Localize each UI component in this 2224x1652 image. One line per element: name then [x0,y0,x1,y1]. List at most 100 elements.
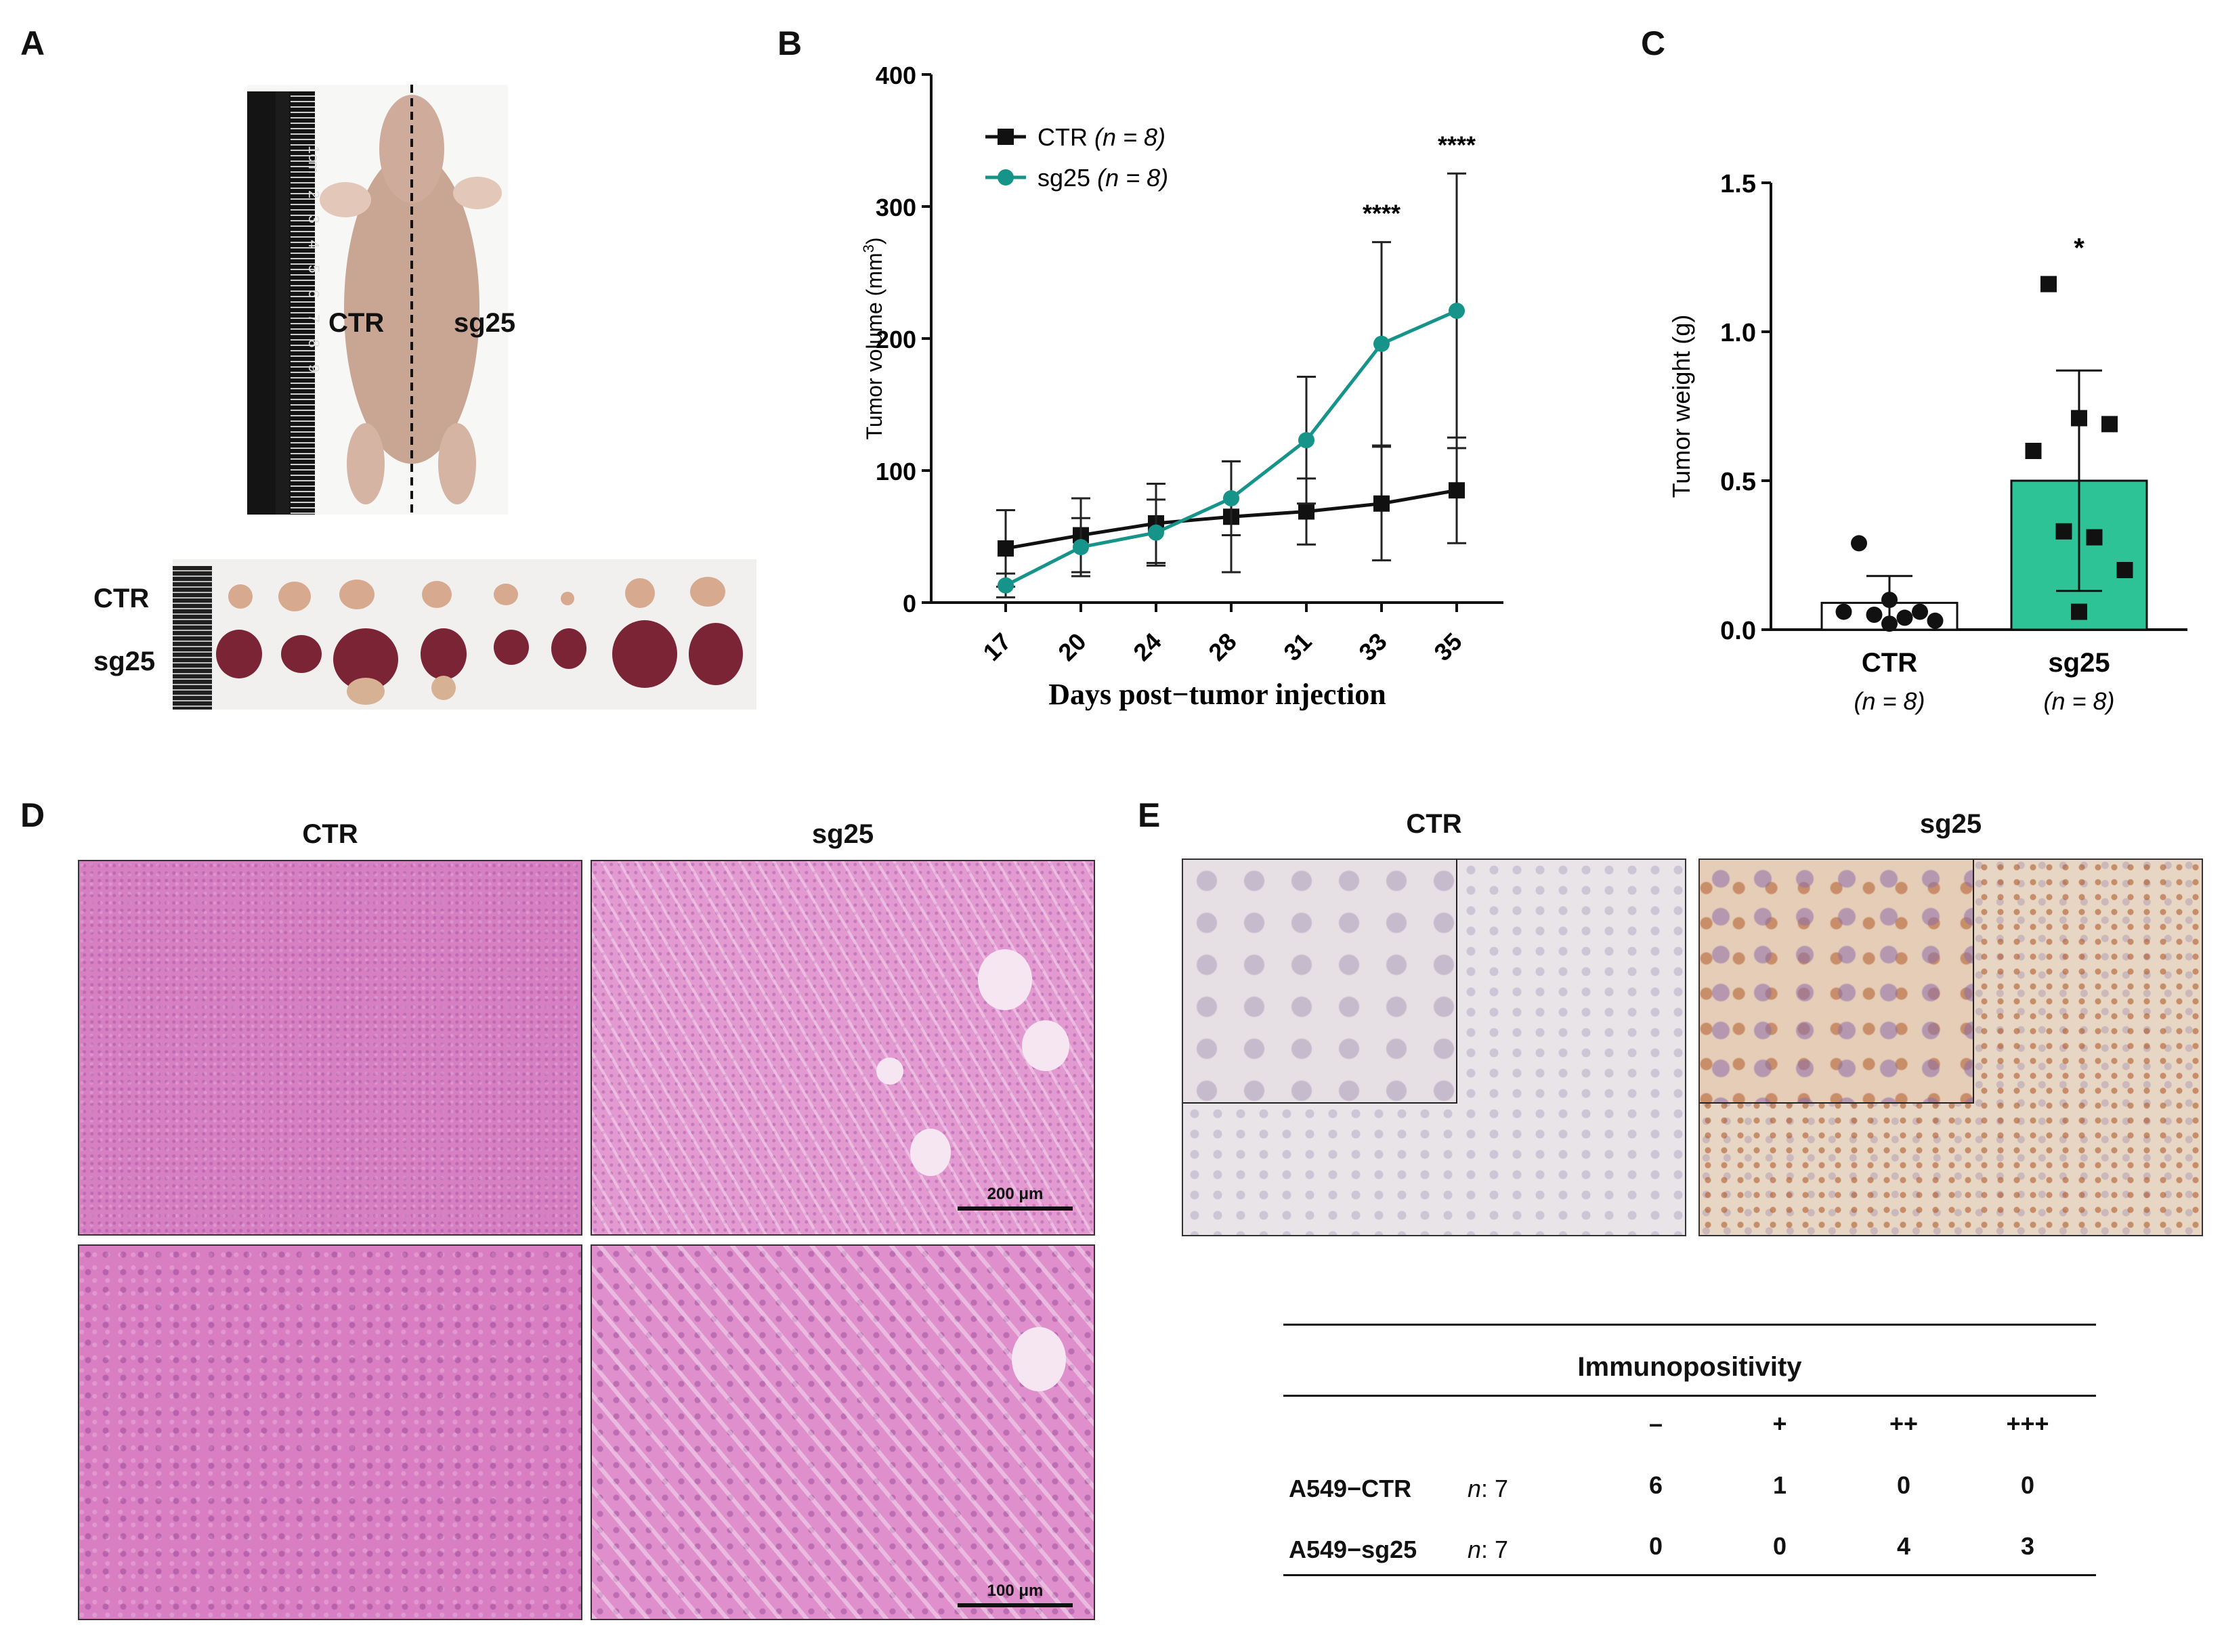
y-tick-label: 0.0 [1720,617,1756,645]
data-point-sg25 [1223,490,1239,506]
legend-marker-CTR [998,129,1014,145]
table-cell: 3 [2020,1532,2035,1560]
panel-label-d: D [20,796,45,834]
x-tick-label: 35 [1428,628,1467,666]
ihc-inset-ctr [1183,860,1457,1104]
data-point-sg25 [2101,416,2118,433]
x-tick-label: 31 [1278,628,1317,666]
data-point-sg25 [998,577,1014,594]
mouse-photo: 1cm 2 3 4 5 6 7 8 9 CTR sg25 [247,85,515,515]
immunopositivity-table: Immunopositivity – + ++ +++ A549−CTR n: … [1283,1324,2096,1581]
y-tick-label: 0.5 [1720,468,1756,496]
table-cell: 6 [1648,1471,1663,1499]
scalebar-label-100: 100 μm [987,1582,1044,1600]
legend-label-CTR: CTR (n = 8) [1038,123,1166,151]
panel-label-a: A [20,24,45,62]
y-tick-label: 1.0 [1720,319,1756,347]
scalebar-200 [958,1207,1073,1211]
legend-label-sg25: sg25 (n = 8) [1038,164,1168,192]
table-header: +++ [2006,1410,2049,1437]
data-point-CTR [1298,503,1314,520]
table-row-n: n: 7 [1468,1536,1509,1563]
table-cell: 0 [1772,1532,1787,1560]
he-image-sg25-high: 100 μm [591,1244,1095,1620]
y-axis-label: Tumor weight (g) [1667,315,1695,498]
table-header: ++ [1889,1410,1919,1437]
he-col-title-sg25: sg25 [811,819,874,849]
y-axis-label-close: ) [862,237,886,244]
table-title: Immunopositivity [1577,1352,1802,1382]
ihc-col-title-sg25: sg25 [1919,809,1982,839]
tumor-photo [173,559,756,710]
table-cell: 1 [1772,1471,1787,1499]
data-point-sg25 [1073,539,1089,556]
table-row-label: A549−CTR [1289,1475,1412,1502]
data-point-sg25 [2086,529,2103,546]
ihc-image-ctr [1182,858,1686,1236]
legend-n: (n = 8) [1097,164,1168,192]
table-cell: 0 [1648,1532,1663,1560]
x-tick-label: CTR [1862,648,1917,678]
table-header: + [1772,1410,1787,1437]
data-point-CTR [1912,603,1928,620]
group-n-label: (n = 8) [1854,687,1925,715]
table-cell: 0 [1896,1471,1911,1499]
x-tick-label: 20 [1052,628,1091,666]
legend-marker-sg25 [998,169,1014,186]
mouse-label-ctr: CTR [328,308,385,338]
he-col-title-ctr: CTR [302,819,358,849]
x-tick-label: 28 [1203,628,1241,666]
tumor-row-label-ctr: CTR [93,584,150,613]
panel-label-c: C [1641,24,1666,62]
significance-marker: * [2074,234,2084,263]
data-point-CTR [1851,535,1867,552]
y-tick-label: 0 [903,590,916,617]
ihc-image-sg25 [1698,858,2203,1236]
he-image-ctr-low [78,860,582,1236]
data-point-sg25 [2040,276,2057,292]
y-axis-label: Tumor volume (mm3) [860,237,886,439]
table-cell: 0 [2020,1471,2035,1499]
he-image-ctr-high [78,1244,582,1620]
data-point-sg25 [2116,562,2133,578]
ihc-col-title-ctr: CTR [1406,809,1462,839]
data-point-sg25 [1373,335,1390,352]
x-tick-label: 33 [1353,628,1392,666]
ruler-marks: 1cm 2 3 4 5 6 7 8 9 [305,146,322,373]
y-tick-label: 200 [876,326,916,353]
y-axis-label-superscript: 3 [860,244,877,253]
data-point-sg25 [2071,410,2087,427]
tumor-specimens [216,577,743,705]
ruler: 1cm 2 3 4 5 6 7 8 9 [247,91,322,515]
table-mid-rule [1283,1395,2096,1397]
scalebar-100 [958,1603,1073,1607]
group-n-label: (n = 8) [2043,687,2114,715]
he-image-sg25-low: 200 μm [591,860,1095,1236]
table-header: – [1648,1410,1663,1437]
ihc-inset-sg25 [1700,860,1974,1104]
data-point-CTR [1835,603,1852,620]
data-point-CTR [1373,495,1390,512]
data-point-sg25 [2055,523,2072,540]
mouse-illustration [320,85,502,515]
data-point-sg25 [2071,603,2087,620]
data-point-sg25 [1298,432,1314,449]
panel-label-b: B [777,24,803,62]
x-tick-label: sg25 [2048,648,2110,678]
data-point-sg25 [1148,524,1164,541]
data-point-CTR [1927,612,1944,629]
data-point-sg25 [2025,443,2042,459]
scalebar-label-200: 200 μm [987,1185,1044,1203]
table-row-n: n: 7 [1468,1475,1509,1502]
data-point-CTR [1866,607,1883,623]
table-row-label: A549−sg25 [1289,1536,1417,1563]
significance-marker: **** [1363,200,1400,227]
data-point-CTR [1881,615,1898,632]
significance-marker: **** [1438,131,1476,158]
tumor-volume-chart: 0 100 200 300 400 17 20 24 28 31 33 35 Days post−tum… [860,62,1503,711]
small-ruler [173,566,212,710]
data-point-CTR [998,540,1014,557]
y-tick-label: 300 [876,194,916,221]
x-axis-label: Days post−tumor injection [1048,678,1386,711]
data-point-sg25 [1449,303,1465,320]
